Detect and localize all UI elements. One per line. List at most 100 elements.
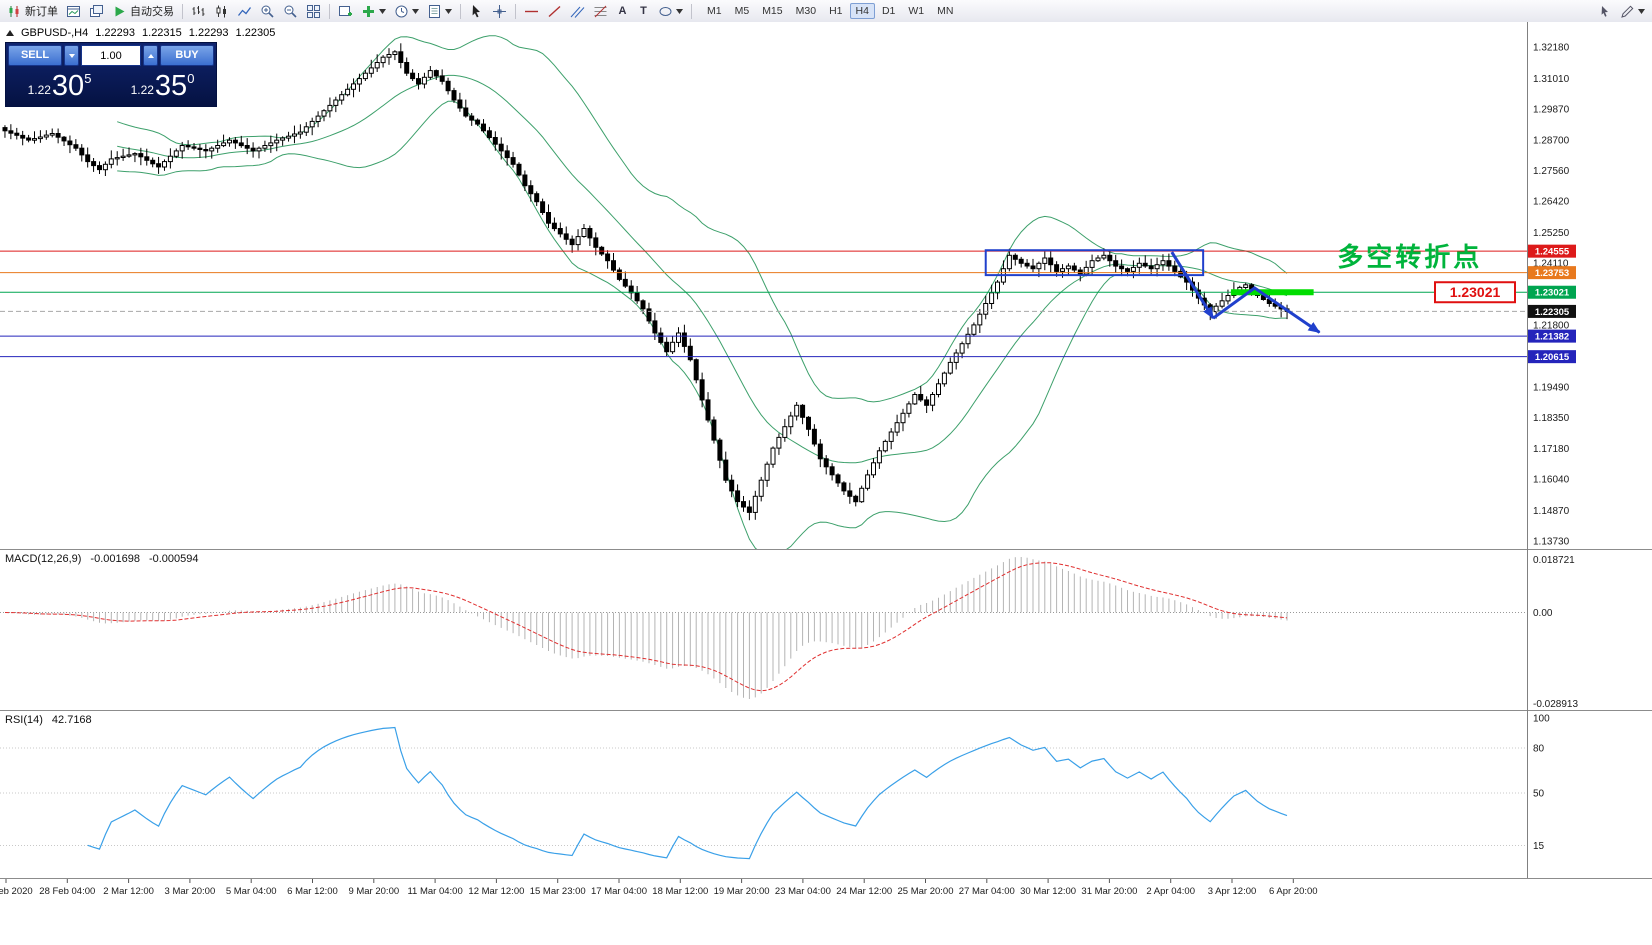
rsi-panel[interactable]: 100 80 50 15 [0,710,1652,878]
timeframe-MN[interactable]: MN [937,5,954,17]
timeframe-D1[interactable]: D1 [881,5,896,17]
fibonacci-tool-button[interactable] [590,1,611,21]
chevron-down-icon [412,8,419,14]
main-price-chart[interactable]: 多空转折点 1.32180 1.31010 1.29870 1.28700 1.27560… [0,22,1652,549]
macd-value-1: -0.001698 [90,553,140,565]
zoom-out-button[interactable] [280,1,301,21]
templates-button[interactable] [424,1,455,21]
timeframe-M5[interactable]: M5 [734,5,750,17]
hline-tool-button[interactable] [521,1,542,21]
trend-arrow-2[interactable] [1212,286,1321,334]
price-axis-label: 1.18350 [1533,413,1570,424]
indicators-button[interactable] [358,1,389,21]
bar-open-value: 1.22293 [95,27,136,39]
trend-arrow-1[interactable] [1170,251,1215,320]
tile-windows-button[interactable] [303,1,324,21]
time-axis-label: 31 Mar 20:00 [1081,886,1137,897]
toolbar-right-group [1594,1,1648,21]
draw-options-button[interactable] [1617,1,1648,21]
annotation-text[interactable]: 多空转折点 [1337,242,1482,272]
chevron-down-icon [379,8,386,14]
time-axis-label: 30 Mar 12:00 [1020,886,1076,897]
bollinger-band [117,35,1288,403]
autotrading-label: 自动交易 [130,6,174,18]
one-click-trading-panel: SELL 1.00 BUY 1.22 30 5 1.22 35 0 [5,42,217,107]
time-axis-label: 25 Mar 20:00 [898,886,954,897]
volume-input[interactable]: 1.00 [81,45,141,66]
autotrading-icon [115,6,125,16]
cursor-tool-button[interactable] [466,1,487,21]
time-axis-label: 6 Mar 12:00 [287,886,338,897]
macd-value-2: -0.000594 [148,553,199,565]
price-tag-1.23021 [1528,285,1576,299]
charts-button[interactable] [63,1,84,21]
macd-axis-zero: 0.00 [1533,608,1553,619]
price-axis-label: 1.14870 [1533,506,1570,517]
buy-price-prefix: 1.22 [130,83,154,97]
shapes-tool-button[interactable] [655,1,686,21]
price-axis-label: 1.27560 [1533,166,1570,177]
time-axis-label: 18 Mar 12:00 [652,886,708,897]
fibonacci-icon [594,5,607,17]
crosshair-tool-button[interactable] [489,1,510,21]
bar-close-value: 1.22305 [235,27,276,39]
sell-button[interactable]: SELL [8,45,62,66]
new-chart-button[interactable] [335,1,356,21]
chart-window[interactable]: 多空转折点 1.32180 1.31010 1.29870 1.28700 1.27560… [0,22,1652,945]
candlestick-type-button[interactable] [211,1,232,21]
timeframe-M1[interactable]: M1 [707,5,722,17]
rsi-axis-label: 50 [1533,789,1545,800]
timeframe-W1[interactable]: W1 [908,5,925,17]
price-callout-box[interactable] [1434,281,1516,304]
macd-panel[interactable]: 0.018721 0.00 -0.028913 [0,549,1652,710]
trendline-tool-button[interactable] [544,1,565,21]
rsi-indicator-label: RSI(14) 42.7168 [5,714,92,726]
new-order-label: 新订单 [25,6,58,18]
horizontal-line-icon [525,10,538,12]
autotrading-button[interactable]: 自动交易 [109,1,177,21]
time-axis-label: 9 Mar 20:00 [348,886,399,897]
label-tool-button[interactable]: T [634,1,653,21]
time-axis-label: 26 Feb 2020 [0,886,33,897]
price-axis-label: 1.19490 [1533,382,1570,393]
rsi-axis-label: 15 [1533,841,1545,852]
timeframe-H1[interactable]: H1 [829,5,843,17]
rsi-axis-label: 100 [1533,714,1550,725]
toolbar-separator [691,3,692,19]
period-button[interactable] [391,1,422,21]
macd-axis-max: 0.018721 [1533,555,1575,566]
toolbar-separator [515,3,516,19]
buy-button[interactable]: BUY [160,45,214,66]
chevron-down-icon [445,8,452,14]
buy-price[interactable]: 1.22 35 0 [111,66,214,104]
tile-windows-icon [307,4,320,18]
profiles-button[interactable] [86,1,107,21]
sell-options-button[interactable] [64,45,79,66]
macd-name: MACD(12,26,9) [5,553,82,565]
timeframe-M30[interactable]: M30 [795,5,817,17]
time-axis[interactable]: 26 Feb 2020 28 Feb 04:00 2 Mar 12:00 3 Mar … [0,878,1652,900]
timeframe-toolbar: M1 M5 M15 M30 H1 H4 D1 W1 MN [701,3,959,19]
new-order-button[interactable]: 新订单 [4,1,61,21]
price-tag-1.24555 [1528,244,1576,258]
timeframe-H4[interactable]: H4 [849,3,875,19]
pointer-options-button[interactable] [1594,1,1615,21]
chevron-down-icon [1638,8,1645,14]
text-tool-button[interactable]: A [613,1,632,21]
sell-price[interactable]: 1.22 30 5 [8,66,111,104]
chevron-up-icon [147,53,154,58]
zoom-in-button[interactable] [257,1,278,21]
line-chart-type-button[interactable] [234,1,255,21]
price-axis-label: 1.26420 [1533,197,1570,208]
channel-tool-button[interactable] [567,1,588,21]
one-click-toggle-icon[interactable] [6,30,14,36]
zoom-out-icon [284,5,297,18]
timeframe-M15[interactable]: M15 [762,5,783,17]
price-axis-label: 1.17180 [1533,444,1570,455]
svg-text:1.23021: 1.23021 [1535,288,1570,299]
line-chart-icon [237,6,252,16]
bar-chart-type-button[interactable] [188,1,209,21]
svg-text:1.23021: 1.23021 [1450,284,1501,300]
consolidation-rectangle[interactable] [984,249,1205,277]
buy-options-button[interactable] [143,45,158,66]
